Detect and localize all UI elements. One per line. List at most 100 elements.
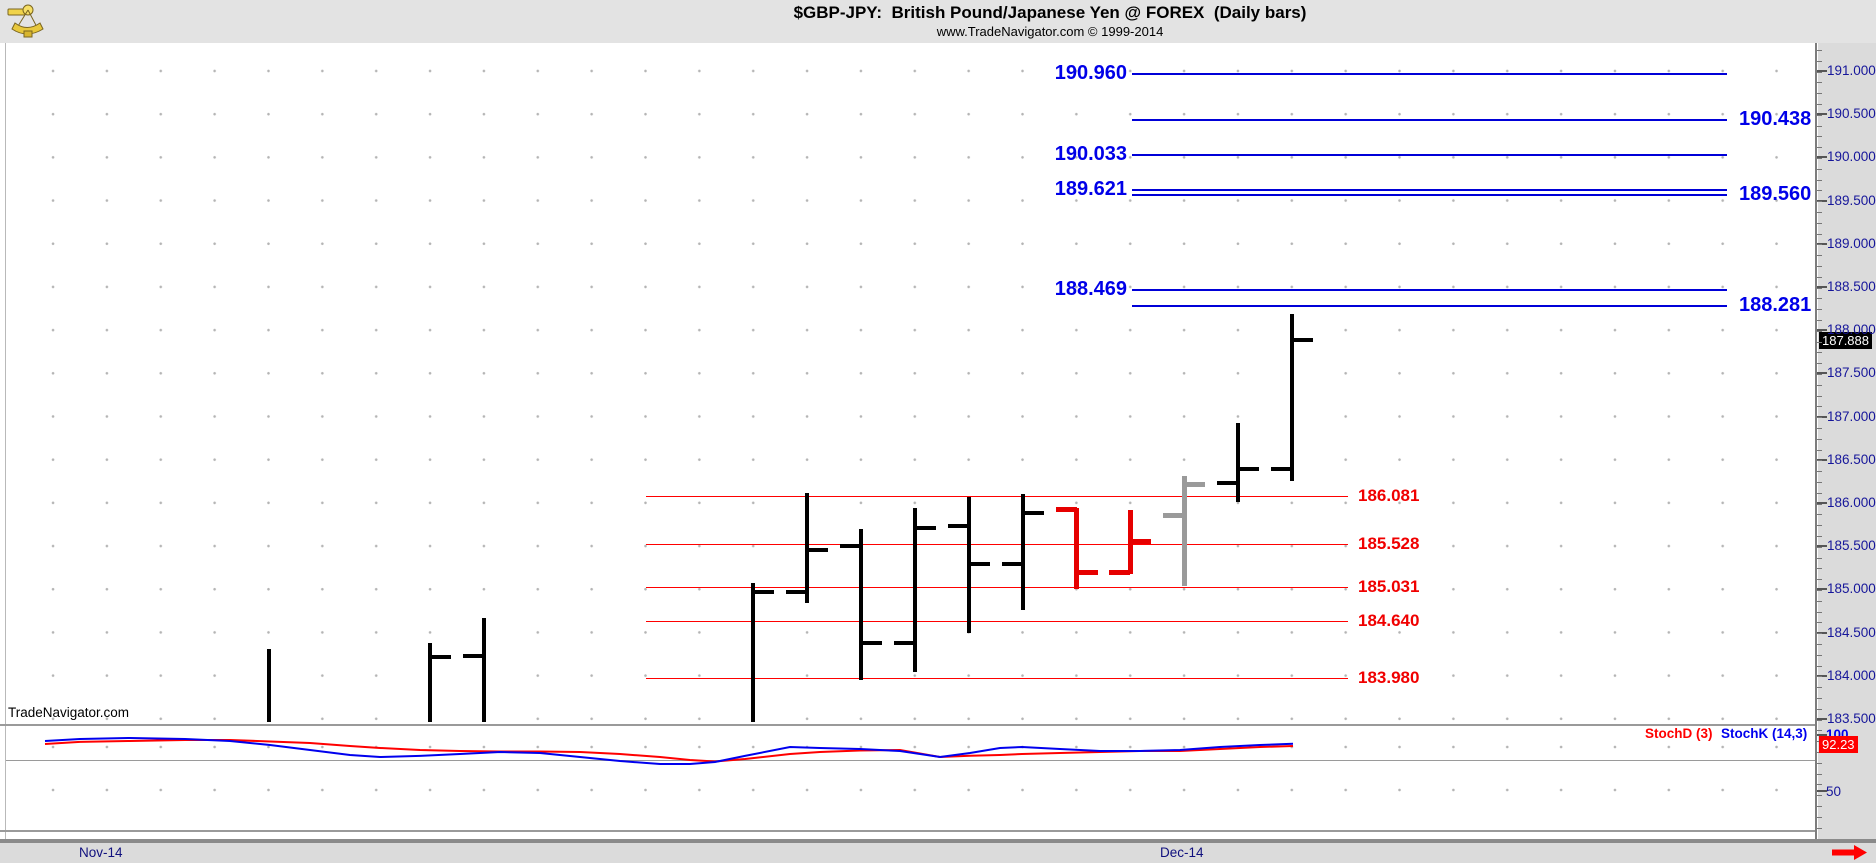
price-tick-minor [1817, 762, 1822, 764]
ohlc-close-tick [914, 526, 936, 531]
ohlc-close-tick [430, 654, 452, 659]
ohlc-bar-19 [1289, 313, 1294, 482]
price-tick-label: 189.000 [1827, 235, 1876, 251]
price-tick-mark [1817, 502, 1827, 504]
stoch-k-value-badge: 92.23 [1819, 736, 1858, 753]
price-tick-minor [1817, 773, 1822, 775]
price-tick-minor [1817, 233, 1822, 235]
price-tick-minor [1817, 374, 1822, 375]
ohlc-open-tick [1270, 467, 1292, 472]
resistance-line-label: 189.621 [1054, 178, 1127, 201]
date-band-border [0, 839, 1876, 843]
price-tick-minor [1817, 136, 1822, 138]
price-tick-label: 186.000 [1827, 495, 1876, 510]
ohlc-open-tick [1217, 481, 1239, 486]
price-tick-minor [1817, 147, 1822, 149]
ohlc-open-tick [1163, 512, 1185, 518]
price-tick-minor [1817, 449, 1822, 451]
price-tick-minor [1817, 341, 1822, 343]
price-tick-minor [1817, 125, 1822, 127]
price-tick-minor [1817, 719, 1822, 721]
support-line-label: 185.528 [1358, 533, 1420, 553]
price-tick-mark [1817, 631, 1827, 634]
ohlc-open-tick [786, 589, 808, 594]
legend-stochd: StochD (3) [1645, 726, 1713, 741]
price-tick-minor [1817, 212, 1822, 213]
price-tick-label: 183.500 [1827, 711, 1876, 726]
stoch-tick-mark [1817, 790, 1827, 792]
pane-separator [0, 830, 1815, 832]
price-tick-mark [1817, 199, 1827, 202]
price-tick-minor [1817, 806, 1822, 807]
ohlc-open-tick [947, 524, 969, 529]
ohlc-close-tick [1022, 511, 1044, 516]
ohlc-close-tick [861, 640, 883, 645]
resistance-line-label: 188.281 [1739, 293, 1812, 316]
price-tick-minor [1817, 708, 1822, 710]
price-tick-mark [1817, 70, 1827, 72]
price-tick-minor [1817, 104, 1822, 105]
ohlc-close-tick [753, 589, 775, 594]
x-axis-label-dec14: Dec-14 [1160, 845, 1204, 860]
resistance-line-label: 190.033 [1054, 142, 1127, 165]
price-tick-minor [1817, 352, 1822, 354]
price-tick-minor [1817, 654, 1822, 656]
price-tick-minor [1817, 622, 1822, 624]
price-tick-label: 187.500 [1827, 365, 1876, 381]
stoch-k-line [44, 736, 1294, 765]
price-tick-minor [1817, 536, 1822, 537]
ohlc-bar-9 [751, 583, 756, 723]
price-tick-minor [1817, 384, 1822, 386]
scroll-right-arrow[interactable] [1831, 845, 1871, 860]
ohlc-bar-17 [1181, 476, 1187, 586]
stochastic-lines [44, 736, 1294, 765]
price-tick-mark [1817, 718, 1827, 720]
price-tick-mark [1817, 415, 1827, 418]
price-tick-minor [1817, 190, 1822, 192]
price-tick-label: 185.500 [1827, 538, 1876, 554]
price-tick-minor [1817, 330, 1822, 332]
price-tick-minor [1817, 784, 1822, 786]
price-tick-minor [1817, 644, 1822, 645]
chart-subtitle: www.TradeNavigator.com © 1999-2014 [936, 24, 1164, 39]
price-tick-minor [1817, 665, 1822, 667]
ohlc-close-tick [1076, 570, 1098, 576]
price-tick-label: 189.500 [1827, 192, 1876, 208]
tradenavigator-logo-icon [7, 4, 44, 38]
x-axis-label-nov14: Nov-14 [79, 845, 123, 860]
price-tick-minor [1817, 568, 1822, 570]
price-tick-label: 187.000 [1827, 408, 1876, 424]
price-tick-label: 188.000 [1827, 322, 1876, 338]
price-tick-mark [1817, 329, 1827, 332]
resistance-line-label: 190.960 [1054, 62, 1127, 85]
last-price-badge: 187.888 [1819, 332, 1872, 349]
price-tick-minor [1817, 460, 1822, 462]
price-tick-minor [1817, 309, 1822, 311]
price-tick-minor [1817, 179, 1822, 181]
price-tick-minor [1817, 795, 1822, 797]
ohlc-close-tick [1291, 337, 1313, 342]
ohlc-open-tick [463, 653, 485, 658]
ohlc-close-tick [1130, 539, 1152, 545]
price-tick-minor [1817, 244, 1822, 246]
ohlc-open-tick [1001, 562, 1023, 567]
price-tick-mark [1817, 674, 1827, 677]
price-tick-minor [1817, 363, 1822, 365]
price-tick-minor [1817, 222, 1822, 224]
price-tick-minor [1817, 82, 1822, 84]
resistance-line [1132, 194, 1727, 197]
price-tick-minor [1817, 320, 1822, 321]
price-tick-label: 186.500 [1827, 451, 1876, 467]
date-axis-band [0, 843, 1876, 863]
title-band [0, 0, 1876, 43]
price-tick-minor [1817, 730, 1822, 732]
ohlc-open-tick [1109, 570, 1131, 576]
ohlc-close-tick [1184, 482, 1206, 488]
ohlc-bar-18 [1236, 422, 1241, 503]
price-tick-minor [1817, 600, 1822, 602]
support-line-label: 185.031 [1358, 576, 1420, 596]
price-tick-minor [1817, 60, 1822, 62]
price-tick-label: 190.500 [1827, 106, 1876, 122]
price-tick-minor [1817, 557, 1822, 559]
price-tick-minor [1817, 255, 1822, 257]
